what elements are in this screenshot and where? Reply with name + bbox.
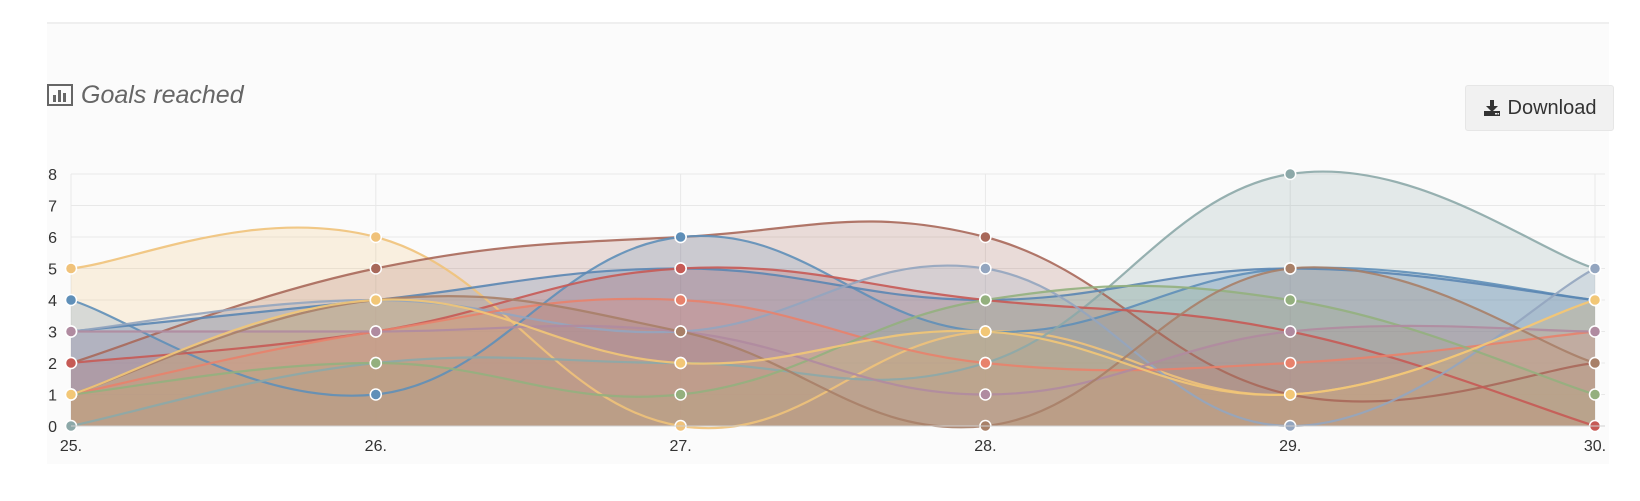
series-12-point[interactable] — [674, 356, 687, 370]
series-10-point[interactable] — [979, 388, 992, 401]
series-4-point[interactable] — [64, 419, 78, 433]
series-9-point[interactable] — [369, 356, 383, 370]
series-11-point[interactable] — [674, 325, 687, 338]
series-11-point[interactable] — [979, 419, 992, 433]
series-9-point[interactable] — [979, 293, 992, 307]
series-6-point[interactable] — [1588, 419, 1602, 433]
series-9-point[interactable] — [1283, 293, 1297, 307]
series-8-point[interactable] — [979, 356, 992, 370]
series-10-point[interactable] — [64, 325, 78, 338]
series-7-point[interactable] — [979, 262, 992, 275]
series-11-point[interactable] — [1588, 356, 1602, 370]
series-12-point[interactable] — [64, 388, 78, 401]
series-9-point[interactable] — [674, 388, 687, 401]
download-label: Download — [1507, 96, 1597, 119]
series-8-point[interactable] — [674, 293, 687, 307]
series-1-point[interactable] — [64, 262, 78, 275]
series-2-point[interactable] — [369, 262, 383, 275]
series-3-point[interactable] — [64, 293, 78, 307]
series-9-point[interactable] — [1588, 388, 1602, 401]
series-4-point[interactable] — [1283, 167, 1297, 181]
series-7-point[interactable] — [1283, 419, 1297, 433]
bar-chart-icon — [47, 84, 73, 106]
series-1-point[interactable] — [674, 419, 687, 433]
series-12-point[interactable] — [1283, 388, 1297, 401]
chart-title: Goals reached — [81, 80, 244, 109]
series-7-point[interactable] — [1588, 262, 1602, 275]
series-8-point[interactable] — [1283, 356, 1297, 370]
chart-panel — [47, 22, 1609, 464]
download-icon — [1483, 100, 1500, 116]
series-10-point[interactable] — [1283, 325, 1297, 338]
chart-header: Goals reached — [47, 80, 244, 110]
series-11-point[interactable] — [1283, 262, 1297, 275]
series-12-point[interactable] — [369, 293, 383, 307]
download-button[interactable]: Download — [1465, 85, 1614, 131]
series-10-point[interactable] — [1588, 325, 1602, 338]
series-6-point[interactable] — [674, 262, 687, 275]
series-3-point[interactable] — [369, 388, 383, 401]
series-1-point[interactable] — [369, 230, 383, 244]
series-3-point[interactable] — [674, 230, 687, 244]
series-10-point[interactable] — [369, 325, 383, 338]
series-12-point[interactable] — [979, 325, 992, 338]
series-2-point[interactable] — [979, 230, 992, 244]
series-12-point[interactable] — [1588, 293, 1602, 307]
series-6-point[interactable] — [64, 356, 78, 370]
